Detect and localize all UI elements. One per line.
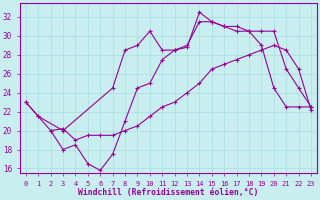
X-axis label: Windchill (Refroidissement éolien,°C): Windchill (Refroidissement éolien,°C) bbox=[78, 188, 259, 197]
